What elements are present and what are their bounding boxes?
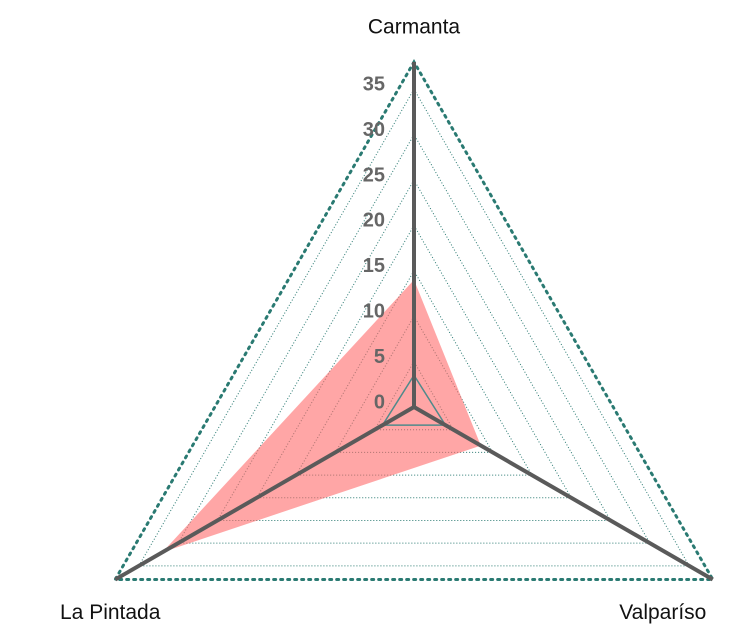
r-tick-label: 5 (374, 346, 385, 368)
series-area (162, 279, 481, 553)
grid-ring (177, 133, 651, 544)
category-label: Valparíso (619, 601, 706, 624)
outer-ring (112, 58, 716, 581)
r-tick-label: 20 (363, 210, 385, 232)
axis-line (412, 405, 714, 582)
r-tick-label: 35 (363, 74, 385, 96)
category-label: La Pintada (60, 601, 161, 624)
r-tick-label: 10 (363, 300, 385, 322)
r-tick-label: 25 (363, 164, 385, 186)
r-tick-label: 0 (374, 391, 385, 413)
r-tick-label: 30 (363, 119, 385, 141)
grid-ring (255, 224, 573, 499)
axis-line (114, 405, 416, 582)
grid-ring (137, 88, 691, 567)
category-label: Carmanta (368, 16, 461, 39)
series-area (381, 373, 447, 426)
r-tick-label: 15 (363, 255, 385, 277)
